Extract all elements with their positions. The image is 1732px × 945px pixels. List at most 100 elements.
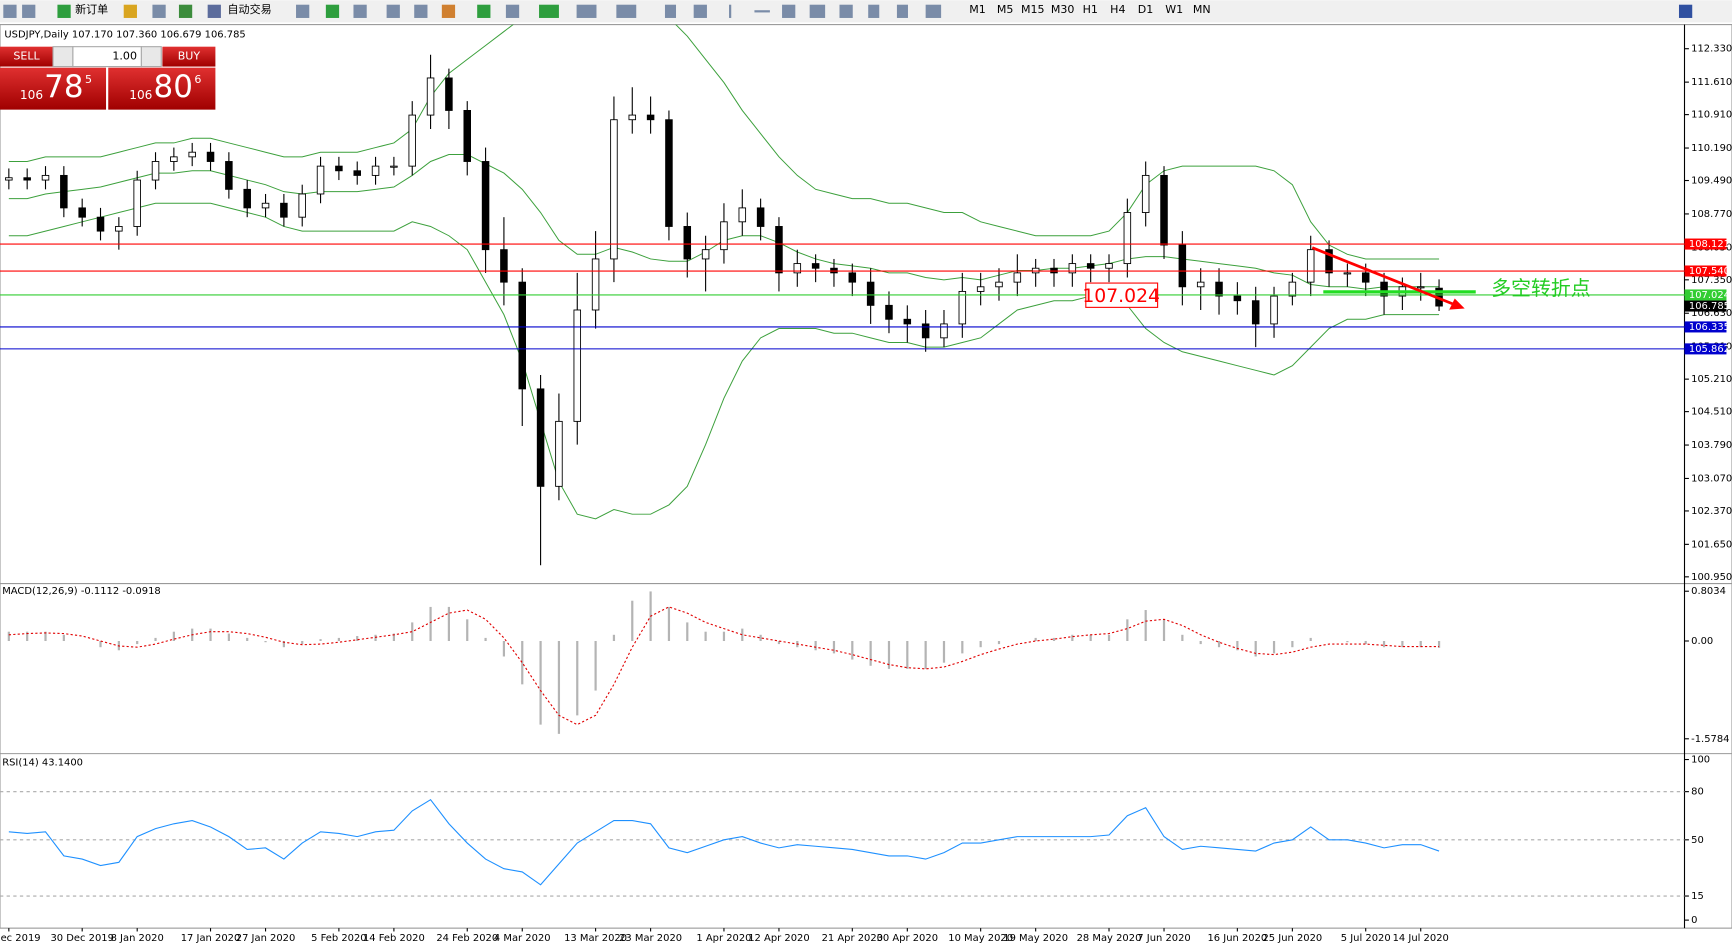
level-label: 107.024: [1689, 290, 1730, 301]
candle-body: [958, 290, 967, 325]
sell-button[interactable]: [0, 46, 54, 67]
y-tick-label: -1.5784: [1691, 734, 1729, 745]
candle-body: [628, 114, 637, 121]
x-tick-label: 1 Apr 2020: [696, 933, 751, 944]
x-tick-label: 16 Jun 2020: [1207, 933, 1267, 944]
toolbar-button[interactable]: 自动交易: [228, 2, 272, 16]
y-tick-label: 0: [1691, 915, 1697, 926]
candle-body: [848, 272, 857, 283]
macd-title: MACD(12,26,9) -0.1112 -0.0918: [2, 586, 161, 597]
level-tag: [1684, 343, 1727, 355]
y-tick-label: 110.910: [1691, 110, 1732, 121]
toolbar-button[interactable]: 新订单: [75, 2, 108, 16]
candle-body: [1178, 244, 1187, 288]
candle-body: [976, 286, 985, 292]
candle-body: [1160, 174, 1168, 246]
candle-body: [390, 165, 398, 168]
level-label: 108.121: [1689, 239, 1730, 250]
y-tick-label: 112.330: [1691, 44, 1732, 55]
trade-panel: SELL 1.00 BUY 106 78 5 106 80 6: [0, 46, 216, 110]
timeframe-button[interactable]: M1: [969, 3, 986, 16]
bid-pips: 78: [44, 69, 83, 105]
last-price-label: 106.785: [1689, 301, 1730, 312]
y-tick-label: 103.070: [1691, 473, 1732, 484]
x-tick-label: 17 Jan 2020: [181, 933, 241, 944]
candle-body: [1068, 263, 1077, 274]
candle-body: [555, 420, 563, 487]
level-label: 105.862: [1689, 344, 1730, 355]
candle-body: [23, 177, 31, 181]
candle-body: [1013, 272, 1022, 283]
lot-down[interactable]: [52, 46, 74, 68]
candle-body: [1141, 174, 1150, 213]
candle-body: [426, 77, 435, 116]
candle-body: [1123, 212, 1132, 265]
candle-body: [1288, 281, 1297, 297]
x-tick-label: 12 Apr 2020: [748, 933, 809, 944]
timeframe-button[interactable]: M15: [1021, 3, 1045, 16]
x-tick-label: 27 Jan 2020: [236, 933, 296, 944]
toolbar: [0, 0, 1732, 23]
x-tick-label: 28 May 2020: [1077, 933, 1142, 944]
ask-box[interactable]: [108, 67, 216, 110]
candle-body: [280, 202, 288, 218]
candle-body: [1086, 263, 1095, 269]
candle-body: [921, 323, 930, 339]
y-tick-label: 110.190: [1691, 143, 1732, 154]
x-tick-label: 10 May 2020: [948, 933, 1013, 944]
timeframe-button[interactable]: H1: [1083, 3, 1098, 16]
bid-box[interactable]: [0, 67, 107, 110]
x-tick-label: 13 Mar 2020: [564, 933, 627, 944]
candle-body: [793, 263, 802, 274]
arrow-head: [1449, 298, 1465, 310]
annotation-note: 多空转折点: [1491, 277, 1590, 300]
candle-body: [1416, 286, 1425, 289]
candle-body: [78, 207, 86, 218]
annotation-box: [1085, 282, 1159, 308]
x-tick-label: 4 Mar 2020: [494, 933, 551, 944]
candle-body: [41, 174, 50, 181]
lot-up[interactable]: [140, 46, 162, 68]
timeframe-button[interactable]: H4: [1110, 3, 1125, 16]
bid-big: 106: [20, 88, 43, 102]
timeframe-button[interactable]: M30: [1051, 3, 1075, 16]
candle-body: [720, 221, 728, 251]
candle-body: [775, 226, 783, 274]
candle-body: [335, 165, 343, 172]
level-label: 106.335: [1689, 322, 1730, 333]
timeframe-button[interactable]: W1: [1165, 3, 1183, 16]
candle-body: [518, 281, 527, 390]
timeframe-button[interactable]: D1: [1138, 3, 1154, 16]
buy-button[interactable]: [162, 46, 216, 67]
lot-value: 1.00: [112, 50, 137, 63]
x-tick-label: 14 Feb 2020: [363, 933, 425, 944]
x-tick-label: 8 Jan 2020: [111, 933, 164, 944]
candle-body: [371, 165, 380, 176]
y-tick-label: 111.610: [1691, 77, 1732, 88]
annotation-label: 107.024: [1082, 286, 1160, 307]
candle-body: [885, 304, 893, 320]
candle-body: [1343, 272, 1352, 275]
candle-body: [683, 226, 692, 260]
candle-body: [811, 263, 820, 269]
y-tick-label: 50: [1691, 835, 1704, 846]
candle-body: [591, 258, 600, 311]
toolbar-icons: [3, 4, 1693, 18]
y-tick-label: 108.770: [1691, 209, 1732, 220]
candle-body: [96, 216, 105, 232]
candle-body: [463, 110, 471, 162]
sell-label: SELL: [13, 50, 40, 63]
chart-area: [0, 24, 1732, 929]
bollinger-upper: [8, 24, 1440, 260]
candle-body: [151, 161, 160, 181]
candle-body: [610, 119, 618, 260]
timeframe-button[interactable]: MN: [1193, 3, 1211, 16]
candle-body: [1233, 295, 1242, 302]
candle-body: [756, 207, 765, 227]
timeframe-button[interactable]: M5: [997, 3, 1014, 16]
candle-body: [1251, 300, 1260, 325]
level-label: 107.540: [1689, 266, 1730, 277]
candle-body: [445, 77, 453, 111]
